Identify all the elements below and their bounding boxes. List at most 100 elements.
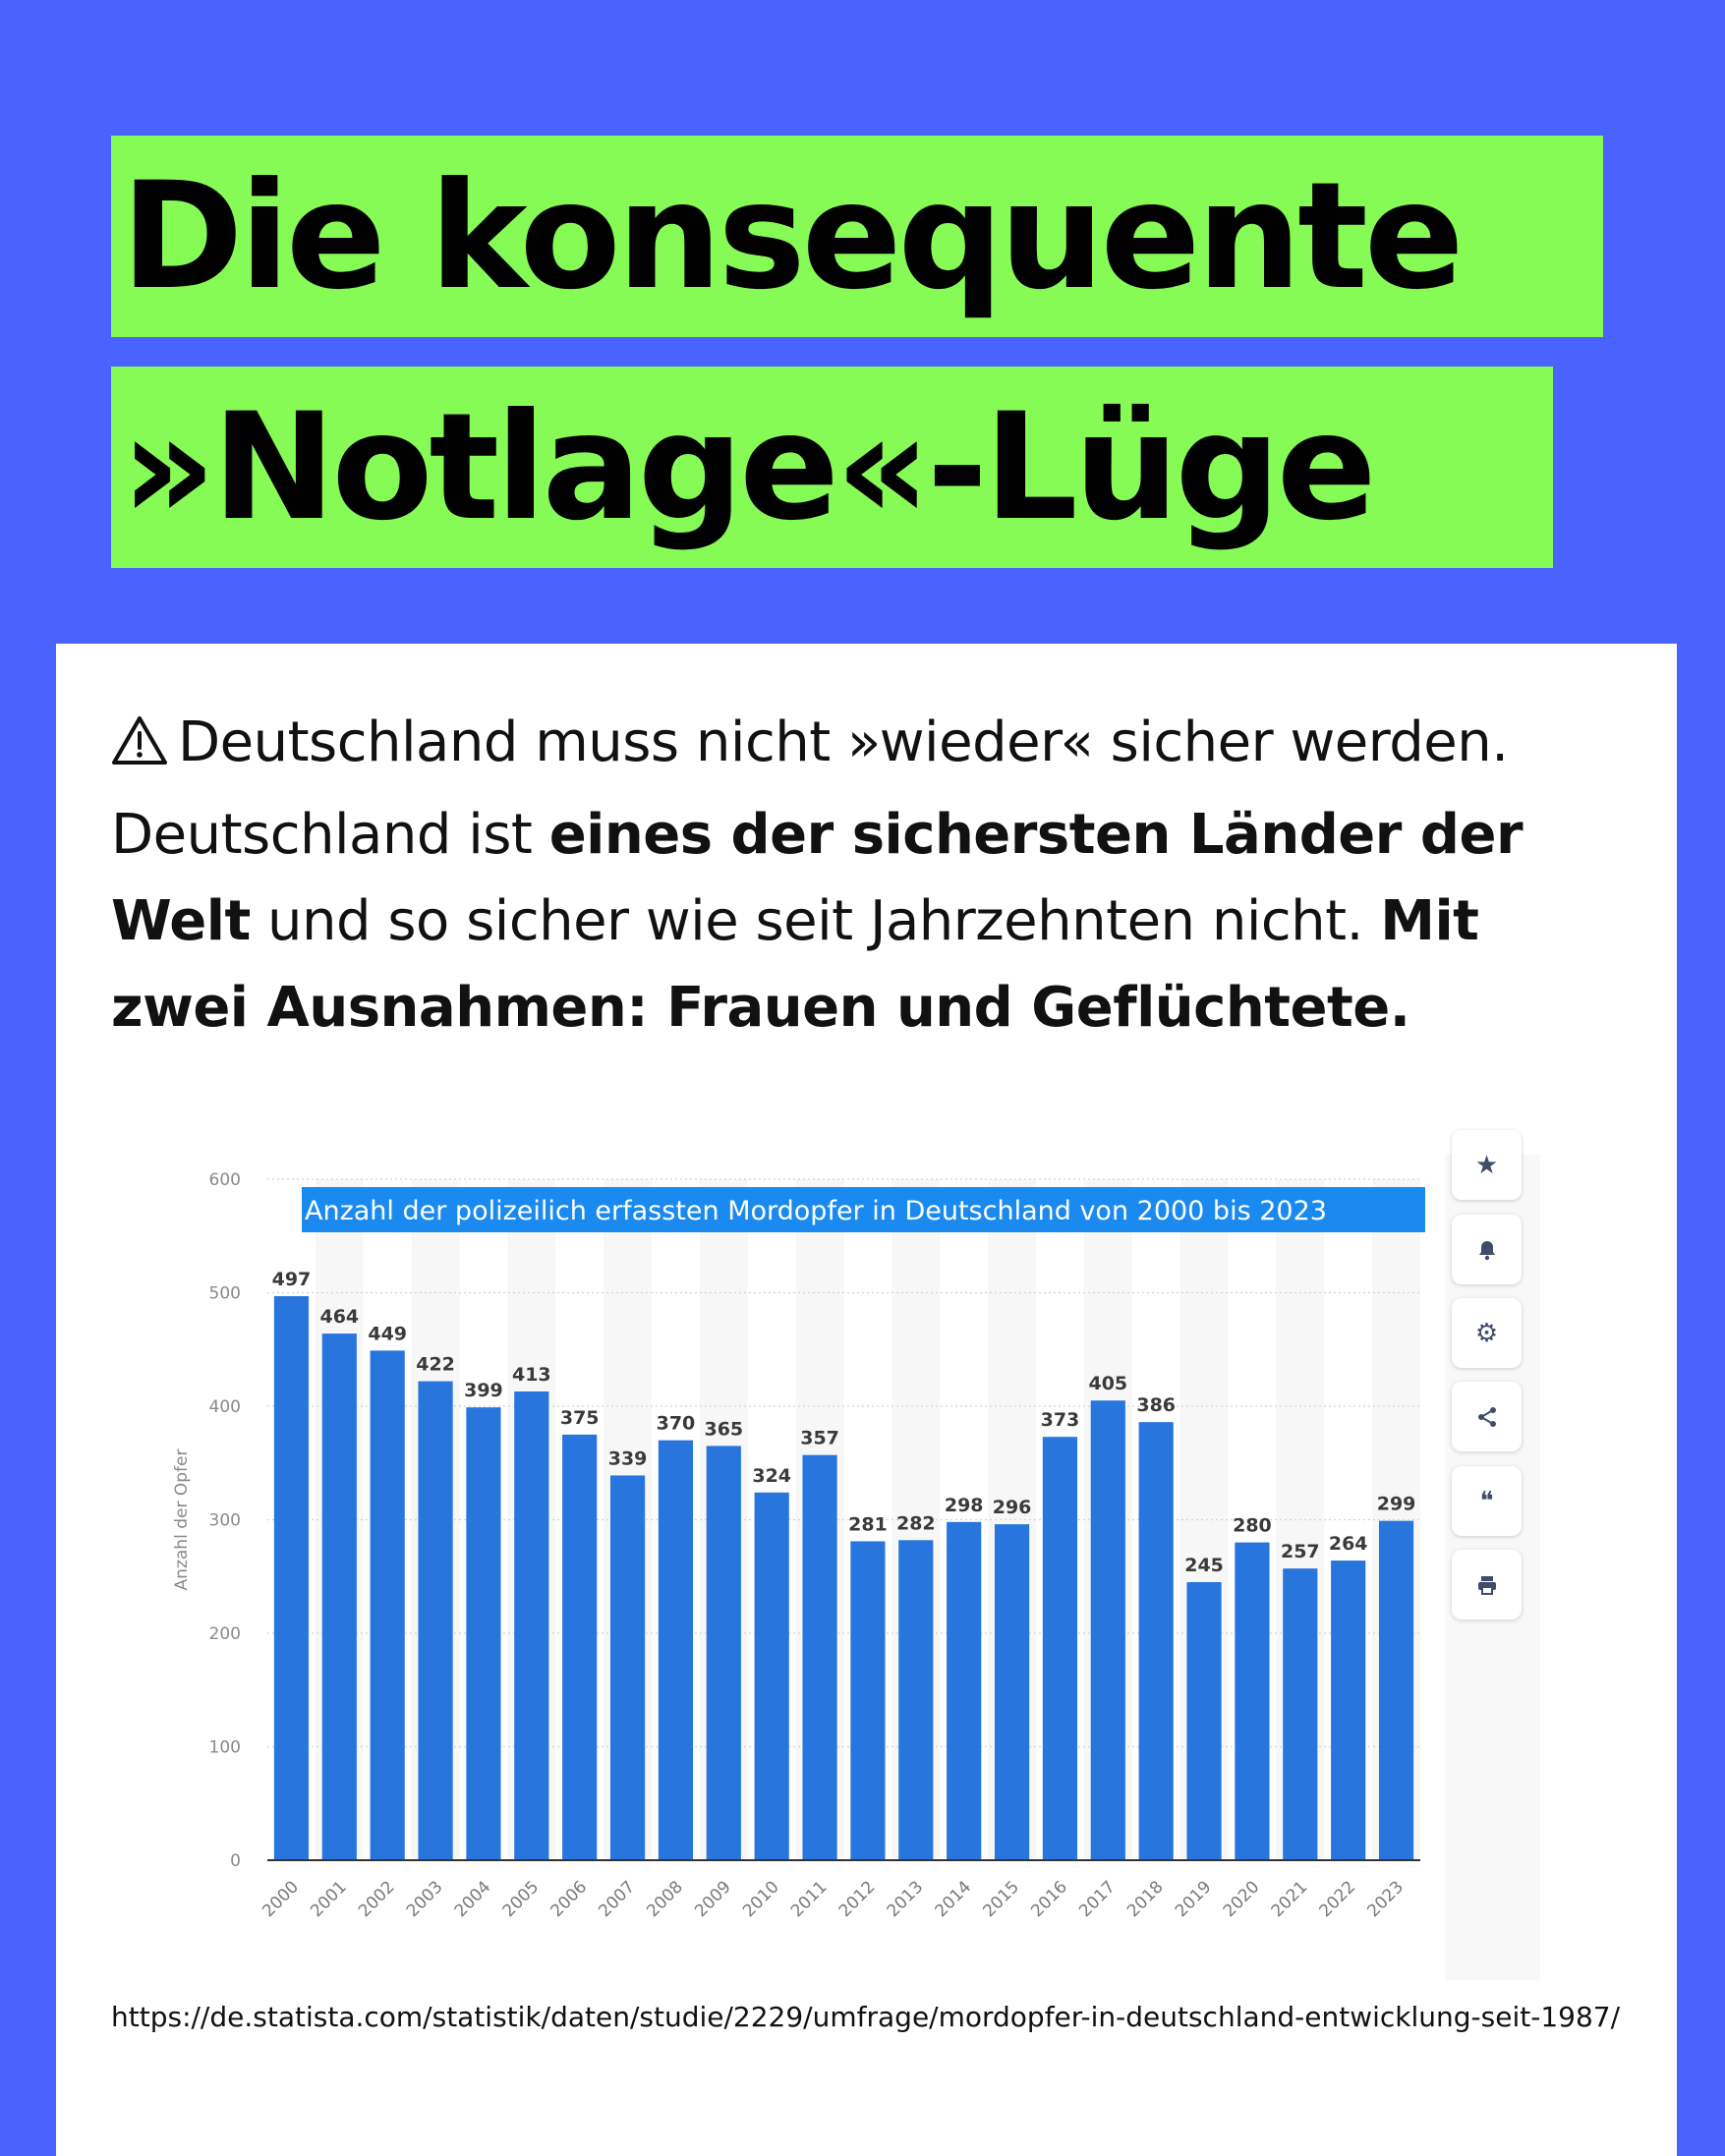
x-tick-label: 2000	[259, 1877, 303, 1921]
headline-text-2: »Notlage«-Lüge	[121, 381, 1377, 553]
bar-value-label: 298	[945, 1495, 984, 1516]
bar	[802, 1454, 837, 1860]
source-link[interactable]: https://de.statista.com/statistik/daten/…	[111, 2001, 1621, 2033]
y-tick-label: 500	[209, 1284, 241, 1304]
gear-icon[interactable]: ⚙	[1452, 1298, 1522, 1368]
headline-line-2: »Notlage«-Lüge	[111, 367, 1553, 568]
bar-value-label: 299	[1377, 1494, 1416, 1515]
bar	[1235, 1542, 1270, 1860]
bar	[418, 1381, 453, 1860]
bar-value-label: 339	[608, 1447, 648, 1469]
intro-text-1: Deutschland muss nicht »wieder« sicher w…	[111, 710, 1509, 867]
bar	[1378, 1520, 1414, 1860]
bar	[994, 1524, 1030, 1860]
bar-value-label: 386	[1136, 1394, 1176, 1416]
bar	[562, 1434, 598, 1860]
bar-value-label: 375	[560, 1407, 600, 1429]
bar-value-label: 373	[1041, 1409, 1080, 1431]
y-tick-label: 200	[209, 1624, 241, 1644]
x-tick-label: 2016	[1027, 1877, 1071, 1921]
intro-paragraph: Deutschland muss nicht »wieder« sicher w…	[111, 700, 1625, 1051]
y-tick-label: 400	[209, 1397, 241, 1417]
bar	[609, 1475, 646, 1860]
bar	[1138, 1422, 1174, 1860]
print-icon[interactable]	[1452, 1550, 1522, 1619]
bar	[754, 1492, 789, 1860]
bar	[658, 1440, 694, 1860]
bar-value-label: 245	[1184, 1555, 1224, 1576]
bar	[466, 1407, 501, 1860]
share-icon[interactable]	[1452, 1382, 1522, 1451]
bar	[947, 1521, 982, 1860]
quote-icon[interactable]: ❝	[1452, 1466, 1522, 1536]
x-tick-label: 2011	[787, 1877, 832, 1921]
y-tick-label: 100	[209, 1738, 241, 1758]
bar-value-label: 282	[896, 1512, 936, 1534]
x-tick-label: 2005	[499, 1877, 544, 1921]
bar	[321, 1333, 357, 1860]
x-tick-label: 2020	[1220, 1877, 1264, 1921]
x-tick-label: 2019	[1172, 1877, 1216, 1921]
chart-container: 0 100 200 300 400 500 600 Anzahl der Opfer Anzah…	[147, 1150, 1543, 1980]
x-tick-label: 2013	[884, 1877, 928, 1921]
chart-title-background	[302, 1187, 1425, 1232]
x-tick-label: 2022	[1315, 1877, 1359, 1921]
headline-text-1: Die konsequente	[121, 150, 1465, 322]
x-tick-label: 2009	[691, 1877, 735, 1921]
x-tick-label: 2012	[835, 1877, 880, 1921]
y-axis-label: Anzahl der Opfer	[172, 1449, 192, 1591]
bar-value-label: 370	[657, 1413, 696, 1435]
warning-triangle-icon	[111, 706, 168, 792]
bar	[1331, 1560, 1366, 1860]
x-tick-label: 2002	[355, 1877, 399, 1921]
bar-value-label: 296	[993, 1497, 1032, 1518]
bar	[1090, 1400, 1125, 1860]
x-tick-label: 2014	[931, 1877, 975, 1921]
intro-bold-2: Mit zwei Ausnahmen: Frauen und Geflüchte…	[111, 889, 1479, 1040]
bar	[1186, 1582, 1222, 1860]
x-tick-label: 2001	[307, 1877, 351, 1921]
bar-value-label: 497	[272, 1269, 312, 1290]
y-tick-label: 0	[230, 1851, 241, 1871]
x-tick-label: 2023	[1363, 1877, 1408, 1921]
headline-line-1: Die konsequente	[111, 136, 1603, 337]
bar	[273, 1295, 310, 1860]
x-tick-label: 2018	[1123, 1877, 1168, 1921]
bar	[898, 1540, 934, 1860]
intro-text-2: und so sicher wie seit Jahrzehnten nicht…	[250, 889, 1381, 953]
x-tick-label: 2003	[403, 1877, 447, 1921]
y-tick-label: 600	[209, 1170, 241, 1190]
bar	[1283, 1568, 1318, 1860]
bar-value-label: 257	[1281, 1541, 1320, 1562]
bar-value-label: 357	[800, 1428, 839, 1449]
x-tick-label: 2006	[546, 1877, 591, 1921]
bar-value-label: 399	[464, 1380, 503, 1401]
x-tick-label: 2015	[979, 1877, 1023, 1921]
bar	[1042, 1437, 1078, 1860]
x-tick-label: 2010	[739, 1877, 783, 1921]
bar-chart: 0 100 200 300 400 500 600 Anzahl der Opfer Anzah…	[172, 1170, 1425, 1921]
bar	[706, 1446, 741, 1860]
bar-value-label: 405	[1088, 1373, 1127, 1394]
x-tick-label: 2021	[1268, 1877, 1312, 1921]
x-tick-label: 2007	[595, 1877, 639, 1921]
bell-icon[interactable]	[1452, 1215, 1522, 1284]
chart-title: Anzahl der polizeilich erfassten Mordopf…	[305, 1196, 1327, 1226]
bar	[514, 1390, 549, 1860]
bar-value-label: 413	[512, 1364, 551, 1386]
bar-value-label: 464	[319, 1306, 359, 1328]
bar	[850, 1541, 886, 1860]
bar-value-label: 264	[1329, 1533, 1368, 1555]
bar-value-label: 449	[368, 1323, 407, 1344]
x-tick-label: 2008	[643, 1877, 687, 1921]
star-icon[interactable]: ★	[1452, 1130, 1522, 1200]
bar-value-label: 422	[416, 1354, 455, 1376]
x-tick-label: 2017	[1075, 1877, 1120, 1921]
y-tick-label: 300	[209, 1511, 241, 1531]
bar-value-label: 324	[752, 1465, 791, 1487]
bar-value-label: 281	[848, 1513, 888, 1535]
bar-value-label: 280	[1233, 1515, 1272, 1537]
intro-bold-1: eines der sichersten Länder der Welt	[111, 803, 1524, 953]
bar-value-label: 365	[704, 1418, 743, 1440]
x-tick-label: 2004	[451, 1877, 495, 1921]
